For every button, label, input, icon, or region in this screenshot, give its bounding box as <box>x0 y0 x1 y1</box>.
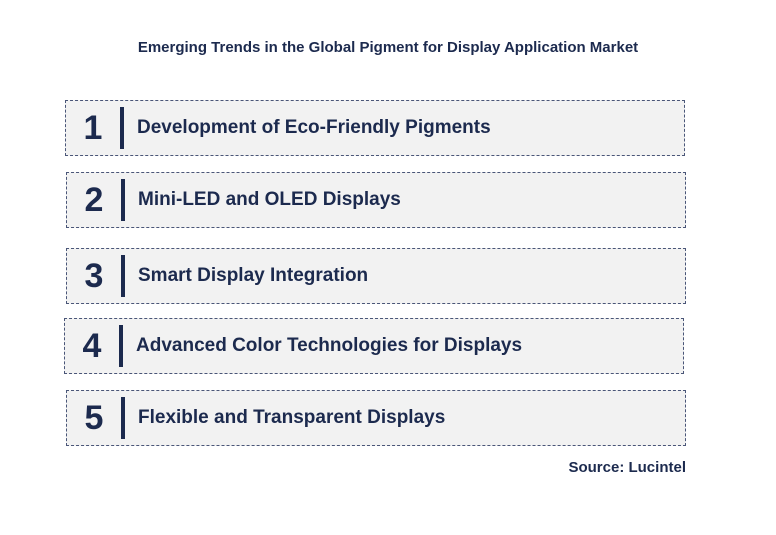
trend-row-3: 3 Smart Display Integration <box>66 248 686 304</box>
trend-number: 1 <box>83 108 103 147</box>
trend-label: Development of Eco-Friendly Pigments <box>137 117 491 138</box>
trend-number: 5 <box>84 398 104 437</box>
source-note: Source: Lucintel <box>568 459 686 476</box>
trend-row-2: 2 Mini-LED and OLED Displays <box>66 172 686 228</box>
trend-number: 3 <box>84 256 104 295</box>
trend-label: Mini-LED and OLED Displays <box>138 189 401 210</box>
trend-label: Advanced Color Technologies for Displays <box>136 335 523 356</box>
trend-divider <box>121 397 125 439</box>
diagram-title: Emerging Trends in the Global Pigment fo… <box>137 39 639 56</box>
trend-label: Smart Display Integration <box>138 265 369 286</box>
trend-divider <box>120 107 124 149</box>
trend-label: Flexible and Transparent Displays <box>138 407 446 428</box>
trend-row-4: 4 Advanced Color Technologies for Displa… <box>64 318 684 374</box>
trend-divider <box>119 325 123 367</box>
trend-row-1: 1 Development of Eco-Friendly Pigments <box>65 100 685 156</box>
trend-number: 4 <box>82 326 102 365</box>
trend-divider <box>121 255 125 297</box>
trend-number: 2 <box>84 180 104 219</box>
trend-divider <box>121 179 125 221</box>
trend-row-5: 5 Flexible and Transparent Displays <box>66 390 686 446</box>
